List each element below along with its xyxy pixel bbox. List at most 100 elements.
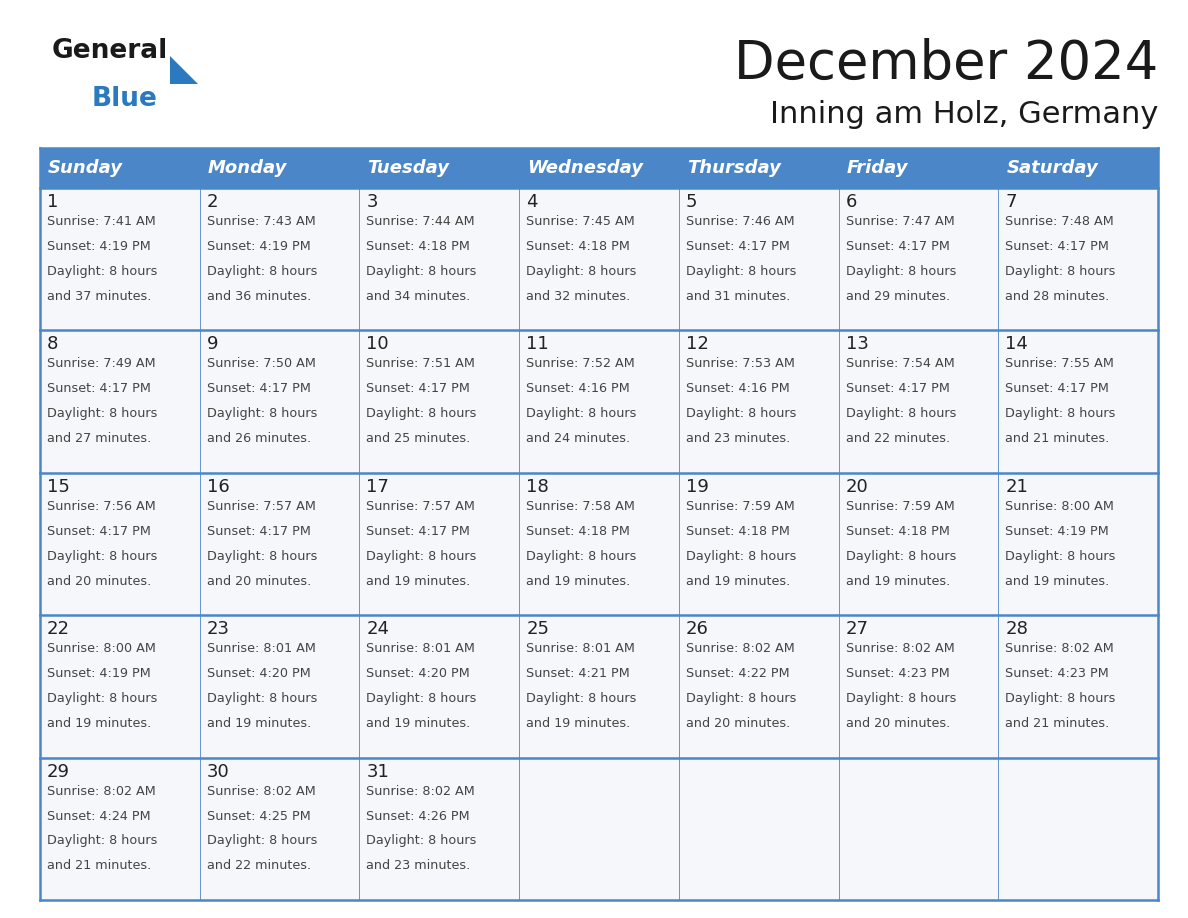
- Text: Sunset: 4:19 PM: Sunset: 4:19 PM: [48, 667, 151, 680]
- Text: Sunset: 4:17 PM: Sunset: 4:17 PM: [48, 382, 151, 396]
- Text: and 20 minutes.: and 20 minutes.: [846, 717, 950, 730]
- Text: and 22 minutes.: and 22 minutes.: [207, 859, 311, 872]
- Text: Daylight: 8 hours: Daylight: 8 hours: [846, 264, 956, 278]
- Text: Sunset: 4:20 PM: Sunset: 4:20 PM: [366, 667, 470, 680]
- Text: Sunrise: 7:57 AM: Sunrise: 7:57 AM: [366, 499, 475, 513]
- Text: Sunrise: 7:46 AM: Sunrise: 7:46 AM: [685, 215, 795, 228]
- Text: and 37 minutes.: and 37 minutes.: [48, 290, 151, 303]
- Text: Sunset: 4:23 PM: Sunset: 4:23 PM: [1005, 667, 1110, 680]
- Text: Sunset: 4:19 PM: Sunset: 4:19 PM: [1005, 525, 1110, 538]
- Text: 25: 25: [526, 621, 549, 638]
- Text: Daylight: 8 hours: Daylight: 8 hours: [1005, 550, 1116, 563]
- Bar: [40, 148, 200, 188]
- Bar: [678, 188, 839, 330]
- Bar: [360, 188, 519, 330]
- Text: Sunrise: 7:56 AM: Sunrise: 7:56 AM: [48, 499, 156, 513]
- Text: and 34 minutes.: and 34 minutes.: [366, 290, 470, 303]
- Bar: [40, 188, 200, 330]
- Text: December 2024: December 2024: [734, 38, 1158, 90]
- Text: 23: 23: [207, 621, 229, 638]
- Text: 22: 22: [48, 621, 70, 638]
- Bar: [200, 473, 360, 615]
- Text: 8: 8: [48, 335, 58, 353]
- Text: Sunset: 4:16 PM: Sunset: 4:16 PM: [526, 382, 630, 396]
- Text: Sunset: 4:22 PM: Sunset: 4:22 PM: [685, 667, 790, 680]
- Text: and 26 minutes.: and 26 minutes.: [207, 432, 311, 445]
- Text: Daylight: 8 hours: Daylight: 8 hours: [1005, 408, 1116, 420]
- Text: Sunset: 4:17 PM: Sunset: 4:17 PM: [48, 525, 151, 538]
- Text: Daylight: 8 hours: Daylight: 8 hours: [207, 264, 317, 278]
- Text: Sunset: 4:20 PM: Sunset: 4:20 PM: [207, 667, 310, 680]
- Text: Daylight: 8 hours: Daylight: 8 hours: [846, 550, 956, 563]
- Bar: [519, 473, 678, 615]
- Text: General: General: [52, 38, 169, 64]
- Text: 15: 15: [48, 477, 70, 496]
- Text: Wednesday: Wednesday: [527, 159, 643, 177]
- Text: Sunrise: 7:50 AM: Sunrise: 7:50 AM: [207, 357, 316, 370]
- Text: Sunrise: 8:01 AM: Sunrise: 8:01 AM: [526, 643, 636, 655]
- Text: 19: 19: [685, 477, 709, 496]
- Text: Daylight: 8 hours: Daylight: 8 hours: [526, 550, 637, 563]
- Bar: [360, 330, 519, 473]
- Text: Daylight: 8 hours: Daylight: 8 hours: [207, 408, 317, 420]
- Text: Sunset: 4:17 PM: Sunset: 4:17 PM: [1005, 240, 1110, 253]
- Text: Sunrise: 8:02 AM: Sunrise: 8:02 AM: [1005, 643, 1114, 655]
- Text: and 19 minutes.: and 19 minutes.: [526, 717, 631, 730]
- Bar: [839, 473, 998, 615]
- Text: Sunset: 4:18 PM: Sunset: 4:18 PM: [526, 525, 630, 538]
- Bar: [839, 615, 998, 757]
- Text: Saturday: Saturday: [1006, 159, 1098, 177]
- Text: Sunrise: 7:58 AM: Sunrise: 7:58 AM: [526, 499, 636, 513]
- Text: Sunrise: 7:44 AM: Sunrise: 7:44 AM: [366, 215, 475, 228]
- Text: and 22 minutes.: and 22 minutes.: [846, 432, 949, 445]
- Text: 29: 29: [48, 763, 70, 780]
- Text: Sunset: 4:17 PM: Sunset: 4:17 PM: [207, 382, 310, 396]
- Text: Sunset: 4:26 PM: Sunset: 4:26 PM: [366, 810, 470, 823]
- Text: 5: 5: [685, 193, 697, 211]
- Text: Sunset: 4:24 PM: Sunset: 4:24 PM: [48, 810, 151, 823]
- Text: 17: 17: [366, 477, 390, 496]
- Text: Daylight: 8 hours: Daylight: 8 hours: [685, 692, 796, 705]
- Text: and 36 minutes.: and 36 minutes.: [207, 290, 311, 303]
- Text: and 25 minutes.: and 25 minutes.: [366, 432, 470, 445]
- Bar: [200, 757, 360, 900]
- Text: Daylight: 8 hours: Daylight: 8 hours: [685, 264, 796, 278]
- Text: and 21 minutes.: and 21 minutes.: [48, 859, 151, 872]
- Text: and 19 minutes.: and 19 minutes.: [685, 575, 790, 588]
- Bar: [998, 330, 1158, 473]
- Text: Sunset: 4:17 PM: Sunset: 4:17 PM: [846, 382, 949, 396]
- Text: Sunset: 4:17 PM: Sunset: 4:17 PM: [207, 525, 310, 538]
- Text: 20: 20: [846, 477, 868, 496]
- Bar: [839, 188, 998, 330]
- Text: Daylight: 8 hours: Daylight: 8 hours: [366, 692, 476, 705]
- Text: Sunrise: 8:02 AM: Sunrise: 8:02 AM: [366, 785, 475, 798]
- Text: Thursday: Thursday: [687, 159, 781, 177]
- Bar: [519, 188, 678, 330]
- Bar: [998, 615, 1158, 757]
- Text: Sunrise: 7:53 AM: Sunrise: 7:53 AM: [685, 357, 795, 370]
- Text: 16: 16: [207, 477, 229, 496]
- Text: Daylight: 8 hours: Daylight: 8 hours: [48, 264, 157, 278]
- Text: 12: 12: [685, 335, 709, 353]
- Text: Sunset: 4:23 PM: Sunset: 4:23 PM: [846, 667, 949, 680]
- Text: Daylight: 8 hours: Daylight: 8 hours: [366, 550, 476, 563]
- Text: Daylight: 8 hours: Daylight: 8 hours: [846, 692, 956, 705]
- Text: Sunrise: 7:48 AM: Sunrise: 7:48 AM: [1005, 215, 1114, 228]
- Text: Sunset: 4:18 PM: Sunset: 4:18 PM: [526, 240, 630, 253]
- Bar: [40, 615, 200, 757]
- Text: Sunrise: 8:02 AM: Sunrise: 8:02 AM: [685, 643, 795, 655]
- Text: Daylight: 8 hours: Daylight: 8 hours: [526, 264, 637, 278]
- Text: Sunset: 4:17 PM: Sunset: 4:17 PM: [366, 525, 470, 538]
- Text: Daylight: 8 hours: Daylight: 8 hours: [207, 834, 317, 847]
- Text: 26: 26: [685, 621, 709, 638]
- Text: Sunrise: 7:43 AM: Sunrise: 7:43 AM: [207, 215, 316, 228]
- Text: and 20 minutes.: and 20 minutes.: [207, 575, 311, 588]
- Text: Sunrise: 8:01 AM: Sunrise: 8:01 AM: [207, 643, 316, 655]
- Bar: [678, 757, 839, 900]
- Bar: [678, 330, 839, 473]
- Text: Sunset: 4:19 PM: Sunset: 4:19 PM: [207, 240, 310, 253]
- Bar: [678, 148, 839, 188]
- Text: Sunset: 4:17 PM: Sunset: 4:17 PM: [366, 382, 470, 396]
- Bar: [519, 757, 678, 900]
- Text: Daylight: 8 hours: Daylight: 8 hours: [1005, 264, 1116, 278]
